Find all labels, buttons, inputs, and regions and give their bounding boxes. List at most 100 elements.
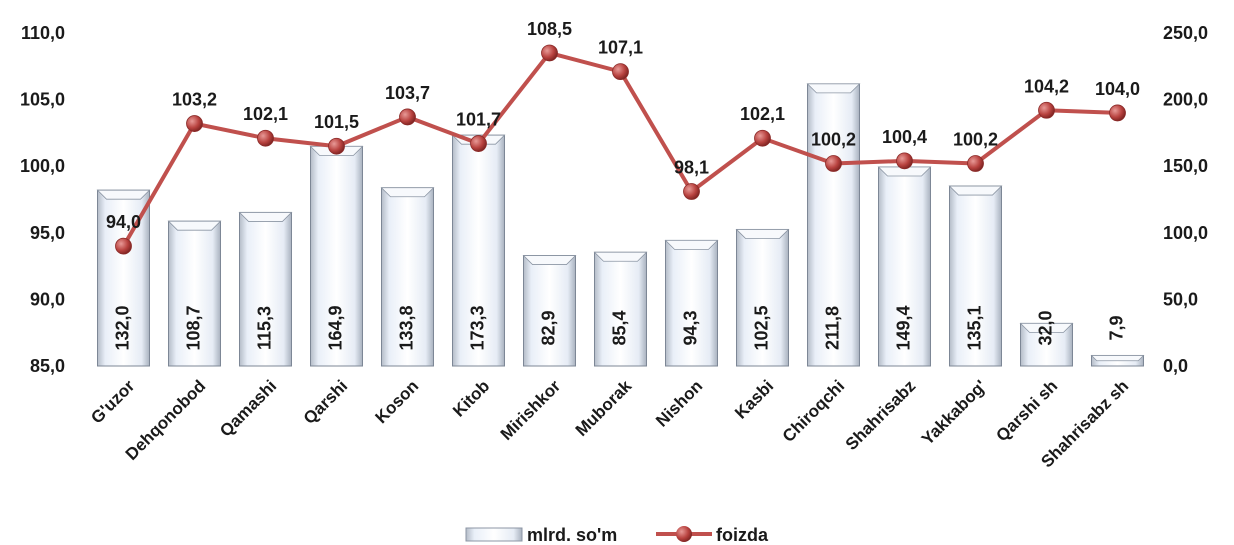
- bar-value-label: 102,5: [751, 305, 771, 350]
- line-point: [470, 135, 487, 152]
- category-label: Qarshi sh: [992, 376, 1061, 445]
- right-axis-tick: 200,0: [1163, 90, 1208, 110]
- legend-item-bar: mlrd. so'm: [465, 525, 617, 545]
- bar-value-label: 85,4: [609, 310, 629, 345]
- bar-value-label: 32,0: [1035, 310, 1055, 345]
- bar-value-label: 173,3: [467, 305, 487, 350]
- line-point: [1038, 101, 1055, 119]
- line-value-label: 100,4: [882, 127, 927, 147]
- line-value-label: 102,1: [740, 104, 785, 124]
- bar-bevel: [167, 220, 222, 231]
- bar-value-label: 115,3: [254, 306, 274, 350]
- legend-bar-swatch: [465, 527, 523, 542]
- bar-value-label: 108,7: [183, 305, 203, 350]
- bar: [238, 211, 293, 367]
- right-axis-tick: 50,0: [1163, 289, 1198, 309]
- category-label: Muborak: [572, 376, 636, 440]
- line-point: [328, 137, 345, 155]
- right-axis: 0,0 50,0 100,0 150,0 200,0 250,0: [1163, 23, 1208, 376]
- bar-labels: 132,0 108,7 115,3 164,9 133,8 173,3 82,9 85,4 94…: [112, 305, 1126, 350]
- line-point: [541, 44, 558, 62]
- line-point: [612, 63, 629, 81]
- left-axis-tick: 105,0: [20, 90, 65, 110]
- line-point: [825, 155, 842, 172]
- bar-bevel: [1019, 322, 1074, 333]
- bar-bevel: [877, 166, 932, 177]
- category-label: Qamashi: [216, 376, 280, 440]
- right-axis-tick: 250,0: [1163, 23, 1208, 43]
- line-value-label: 104,0: [1095, 79, 1140, 99]
- bar: [309, 145, 364, 367]
- bar-bevel: [806, 83, 861, 94]
- line-point: [896, 152, 913, 170]
- category-label: Mirishkor: [497, 376, 565, 444]
- left-axis-tick: 100,0: [20, 156, 65, 176]
- bar-body: [807, 83, 860, 367]
- category-label: Qarshi: [300, 376, 352, 428]
- left-axis-tick: 85,0: [30, 356, 65, 376]
- legend-line-marker: [676, 526, 692, 542]
- bar: [948, 185, 1003, 367]
- bar-body: [381, 187, 434, 367]
- bar-body: [168, 220, 221, 367]
- bar-bevel: [380, 187, 435, 198]
- line-value-label: 103,7: [385, 83, 430, 103]
- right-axis-tick: 150,0: [1163, 156, 1208, 176]
- line-point: [115, 237, 132, 255]
- left-axis-tick: 110,0: [21, 23, 65, 43]
- bar-body: [878, 166, 931, 367]
- left-axis-tick: 95,0: [30, 223, 65, 243]
- bar-bevel: [1090, 355, 1145, 362]
- bar-value-label: 82,9: [538, 310, 558, 345]
- line-point: [754, 129, 771, 147]
- bar-body: [665, 239, 718, 367]
- bar-bevel: [522, 255, 577, 265]
- bar-value-label: 94,3: [680, 310, 700, 345]
- line-value-label: 94,0: [106, 212, 141, 232]
- line-value-label: 100,2: [811, 130, 856, 150]
- line-value-label: 101,5: [314, 112, 359, 132]
- bar-bevel: [593, 251, 648, 262]
- bar: [380, 187, 435, 367]
- category-label: Kasbi: [731, 376, 777, 422]
- bar: [877, 166, 932, 367]
- category-label: Shahrisabz: [842, 376, 920, 454]
- left-axis: 85,0 90,0 95,0 100,0 105,0 110,0: [20, 23, 65, 376]
- line-value-label: 102,1: [243, 104, 288, 124]
- left-axis-tick: 90,0: [30, 289, 65, 309]
- bar-bevel: [96, 189, 151, 200]
- bar: [664, 239, 719, 367]
- bar: [522, 255, 577, 367]
- bar-value-label: 7,9: [1106, 315, 1126, 340]
- line-value-label: 100,2: [953, 130, 998, 150]
- bar-bevel: [735, 229, 790, 239]
- category-label: Yakkabog': [918, 376, 990, 448]
- line-value-label: 101,7: [456, 110, 501, 130]
- bar-value-label: 149,4: [893, 305, 913, 350]
- bar-bevel: [664, 239, 719, 250]
- bar-body: [736, 228, 789, 367]
- category-label: Nishon: [652, 376, 706, 430]
- bar-value-label: 135,1: [964, 305, 984, 350]
- bar: [1090, 354, 1145, 367]
- bar: [167, 220, 222, 367]
- line-value-label: 98,1: [674, 158, 709, 178]
- line-point: [683, 183, 700, 200]
- right-axis-tick: 100,0: [1163, 223, 1208, 243]
- bar-bevel: [238, 212, 293, 222]
- bar-body: [310, 145, 363, 367]
- bar-body: [949, 185, 1002, 367]
- category-label: Koson: [371, 376, 422, 427]
- legend-bar-label: mlrd. so'm: [527, 525, 617, 545]
- line-value-label: 104,2: [1024, 76, 1069, 96]
- line-point: [257, 129, 274, 147]
- bar: [806, 83, 861, 367]
- line-point: [967, 155, 984, 172]
- bar-series: [96, 83, 1145, 367]
- category-label: G'uzor: [87, 376, 138, 427]
- line-point: [1109, 104, 1126, 122]
- bar: [593, 251, 648, 367]
- bar-body: [594, 251, 647, 367]
- line-labels: 94,0 103,2 102,1 101,5 103,7 101,7 108,5 107,1 9…: [106, 19, 1140, 232]
- bar: [735, 228, 790, 367]
